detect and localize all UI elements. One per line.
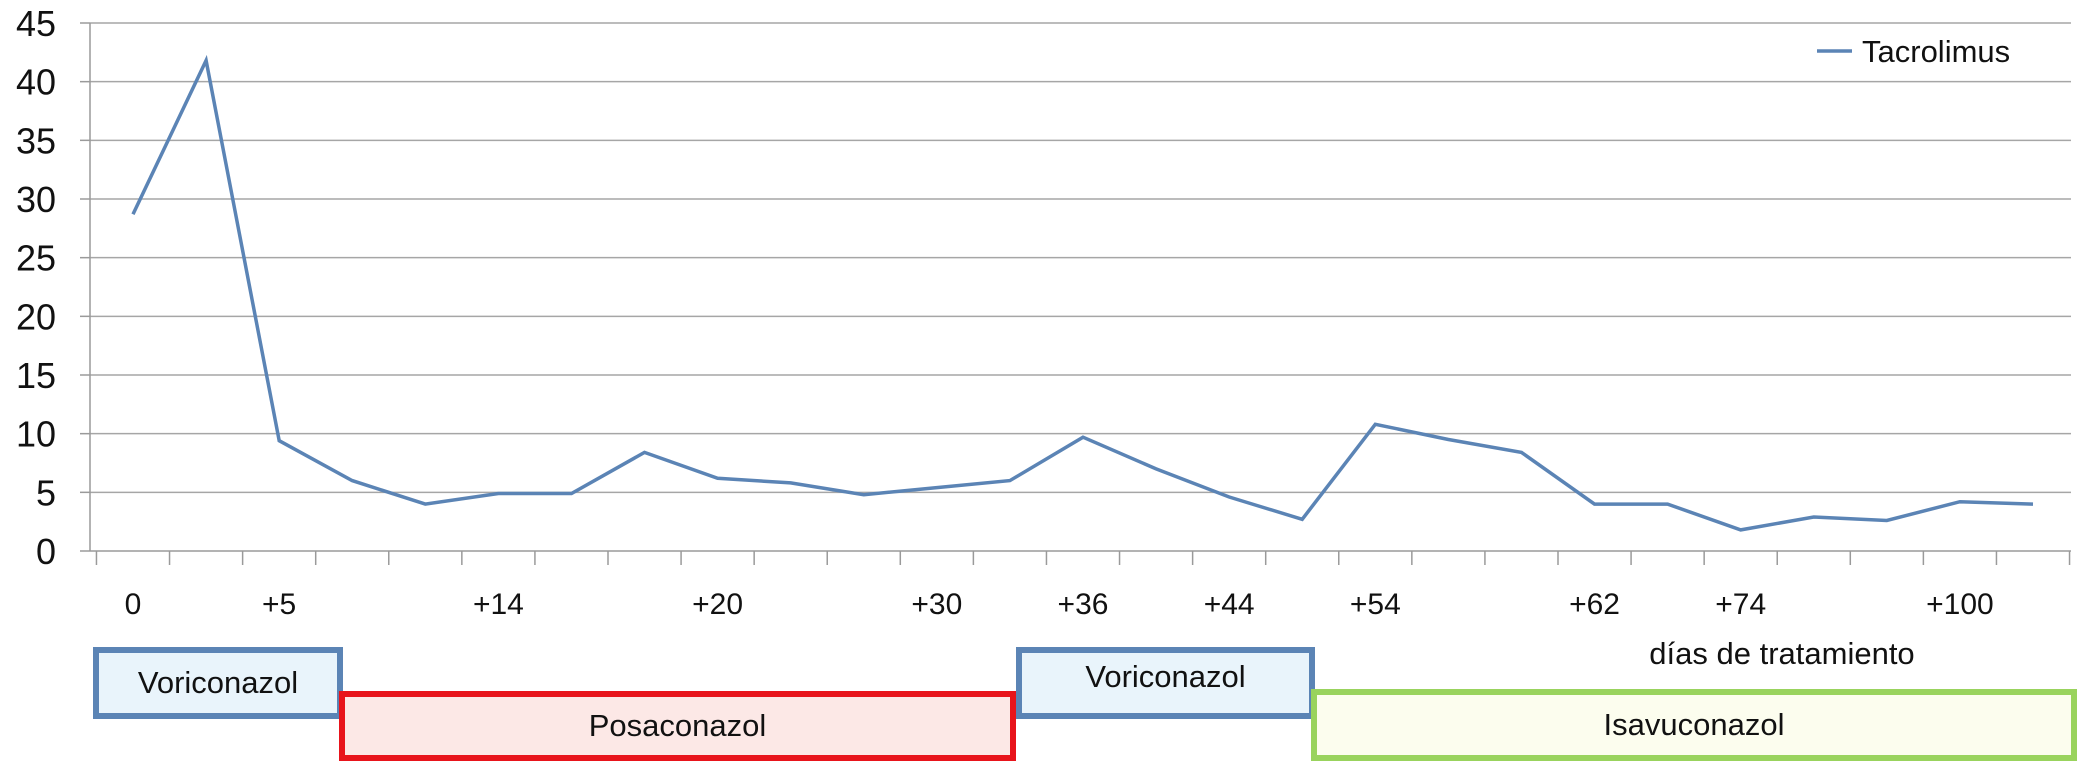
- y-tick-label-10: 10: [16, 414, 56, 455]
- data-point: [1739, 528, 1743, 532]
- y-tick-label-40: 40: [16, 62, 56, 103]
- data-point: [2031, 502, 2035, 506]
- data-point: [277, 439, 281, 443]
- treatment-label: Voriconazol: [137, 665, 299, 700]
- data-point: [1593, 502, 1597, 506]
- treatment-label: Isavuconazol: [1603, 707, 1785, 742]
- series-line-tacrolimus: [131, 54, 2034, 532]
- data-point: [1154, 467, 1158, 471]
- treatment-box-posaconazol: Posaconazol: [339, 691, 1016, 761]
- x-tick-label: +14: [473, 588, 524, 621]
- data-point: [1885, 518, 1889, 522]
- data-point: [1958, 500, 1962, 504]
- x-tick-label: +5: [262, 588, 296, 621]
- data-point: [716, 476, 720, 480]
- y-tick-label-5: 5: [36, 472, 56, 513]
- data-point: [350, 479, 354, 483]
- data-point: [1666, 502, 1670, 506]
- data-point: [1300, 517, 1304, 521]
- x-tick-labels: 0 +5 +14 +20 +30 +36 +44 +54 +62 +74 +100: [125, 588, 1994, 621]
- y-tick-label-35: 35: [16, 120, 56, 161]
- data-point: [204, 59, 208, 63]
- x-tick-label: +20: [692, 588, 743, 621]
- y-tick-label-25: 25: [16, 238, 56, 279]
- legend-label-tacrolimus: Tacrolimus: [1862, 34, 2010, 69]
- data-point: [1227, 495, 1231, 499]
- data-point: [423, 502, 427, 506]
- legend: Tacrolimus: [1817, 34, 2010, 69]
- x-tick-label: +30: [911, 588, 962, 621]
- y-tick-label-15: 15: [16, 355, 56, 396]
- data-point: [935, 486, 939, 490]
- x-tick-label: +54: [1350, 588, 1401, 621]
- data-point: [1519, 450, 1523, 454]
- y-tick-label-45: 45: [16, 3, 56, 44]
- data-point: [1812, 515, 1816, 519]
- treatment-label: Posaconazol: [588, 708, 767, 743]
- data-point: [862, 493, 866, 497]
- data-point: [1373, 422, 1377, 426]
- y-tick-label-0: 0: [36, 531, 56, 572]
- data-point: [789, 481, 793, 485]
- y-tick-labels: 0 5 10 15 20 25 30 35 40 45: [16, 3, 56, 572]
- x-axis-title: días de tratamiento: [1649, 636, 1914, 671]
- x-tick-label: +100: [1926, 588, 1994, 621]
- series-lines: [131, 54, 2035, 532]
- x-tick-label: +74: [1715, 588, 1766, 621]
- y-tick-label-20: 20: [16, 296, 56, 337]
- x-tick-label: +36: [1058, 588, 1109, 621]
- data-point: [1081, 435, 1085, 439]
- gridlines: [90, 22, 2071, 494]
- axes: [80, 22, 2071, 565]
- x-tick-label: +44: [1204, 588, 1255, 621]
- data-point: [643, 450, 647, 454]
- data-point: [1446, 438, 1450, 442]
- data-point: [1008, 479, 1012, 483]
- data-point: [569, 492, 573, 496]
- data-point: [131, 212, 135, 216]
- treatment-label: Voriconazol: [1085, 659, 1246, 694]
- y-tick-label-30: 30: [16, 179, 56, 220]
- x-tick-label: 0: [125, 588, 142, 621]
- treatment-box-isavuconazol: Isavuconazol: [1311, 689, 2077, 761]
- x-tick-label: +62: [1569, 588, 1620, 621]
- treatment-box-voriconazol-1: Voriconazol: [93, 647, 343, 719]
- treatment-box-voriconazol-2: Voriconazol: [1016, 647, 1315, 719]
- data-point: [496, 492, 500, 496]
